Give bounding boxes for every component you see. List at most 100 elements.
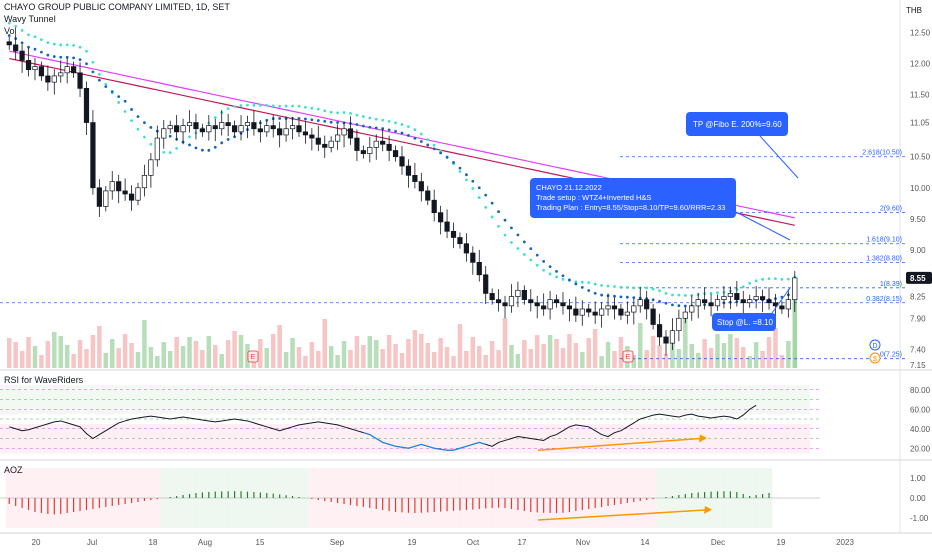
candle-body	[167, 125, 173, 130]
tunnel-dot-cyan	[20, 28, 24, 32]
candle-body	[71, 66, 77, 74]
tunnel-dot-blue	[503, 218, 507, 222]
candle-body	[560, 302, 566, 307]
volume-bar	[612, 351, 617, 368]
tunnel-dot-blue	[419, 140, 423, 143]
volume-bar	[290, 338, 295, 368]
tunnel-dot-cyan	[432, 143, 436, 147]
candle-body	[431, 199, 437, 213]
aoz-divergence-arrow	[537, 509, 706, 521]
tunnel-dot-cyan	[619, 285, 623, 289]
tunnel-dot-cyan	[239, 104, 243, 107]
tunnel-dot-blue	[40, 50, 43, 54]
tunnel-dot-blue	[671, 303, 674, 307]
x-axis-label: Aug	[198, 538, 212, 547]
tunnel-dot-blue	[464, 173, 468, 177]
tunnel-dot-blue	[123, 99, 127, 103]
tunnel-dot-blue	[97, 78, 101, 82]
volume-bar	[457, 324, 463, 368]
candle-body	[328, 140, 334, 148]
tunnel-dot-blue	[542, 259, 546, 263]
tunnel-dot-blue	[619, 295, 623, 299]
dividend-badge-label: D	[872, 343, 877, 350]
candle-body	[25, 60, 32, 71]
tunnel-dot-cyan	[336, 111, 340, 115]
tunnel-dot-cyan	[510, 241, 513, 244]
tunnel-dot-cyan	[233, 105, 236, 108]
volume-bar	[708, 348, 714, 368]
price-axis-tick: 7.40	[910, 345, 926, 354]
volume-bar	[444, 347, 450, 368]
tunnel-dot-cyan	[664, 292, 668, 295]
tunnel-dot-blue	[413, 136, 417, 140]
indicator-wavy-tunnel-label: Wavy Tunnel	[4, 14, 56, 24]
tunnel-dot-blue	[548, 265, 552, 269]
candle-body	[618, 308, 624, 316]
tp-callout-pointer	[759, 135, 799, 179]
volume-bar	[741, 347, 746, 368]
volume-bar	[464, 351, 469, 368]
candle-body	[302, 131, 309, 136]
tunnel-dot-cyan	[374, 117, 378, 121]
tunnel-dot-blue	[368, 125, 372, 129]
volume-bar	[773, 328, 778, 368]
tunnel-dot-cyan	[774, 277, 777, 281]
volume-bar	[560, 348, 566, 368]
aoz-axis-tick: 1.00	[910, 474, 926, 483]
tunnel-dot-blue	[213, 145, 217, 149]
candle-body	[566, 305, 573, 310]
candle-body	[347, 128, 354, 139]
tunnel-dot-cyan	[136, 127, 140, 131]
tunnel-dot-cyan	[265, 103, 269, 107]
candle-body	[508, 296, 515, 307]
x-axis-label: Dec	[711, 538, 725, 547]
volume-bar	[258, 339, 263, 368]
earnings-badge	[247, 350, 259, 363]
candle-body	[515, 289, 521, 297]
volume-bar	[489, 341, 495, 368]
candle-body	[38, 66, 45, 77]
tunnel-dot-blue	[220, 141, 224, 145]
fib-level-label: 0(7.25)	[880, 352, 902, 359]
tunnel-dot-cyan	[458, 170, 462, 173]
tunnel-dot-cyan	[33, 35, 37, 39]
candle-body	[444, 221, 450, 232]
price-axis-tick: 12.50	[910, 28, 931, 37]
tunnel-dot-blue	[226, 137, 230, 141]
tunnel-dot-cyan	[52, 42, 56, 46]
candle-body	[392, 150, 399, 158]
volume-bar	[695, 353, 701, 368]
tp-callout-box	[686, 112, 788, 136]
volume-bar	[367, 336, 373, 368]
volume-bar	[580, 352, 585, 368]
tunnel-dot-cyan	[143, 135, 146, 139]
volume-bar	[431, 352, 437, 368]
candle-body	[412, 175, 418, 182]
volume-bar	[509, 345, 514, 368]
volume-bar	[97, 326, 102, 368]
volume-bar	[122, 334, 128, 368]
last-price-label: 8.55	[910, 274, 926, 283]
candle-body	[32, 66, 38, 71]
tunnel-dot-blue	[587, 289, 591, 292]
candle-body	[199, 128, 205, 133]
candle-body	[51, 75, 57, 83]
tunnel-dot-cyan	[426, 138, 430, 141]
tunnel-dot-blue	[497, 210, 500, 214]
candle-body	[193, 122, 199, 130]
candle-body	[206, 125, 212, 133]
candle-body	[244, 122, 251, 126]
tunnel-dot-blue	[522, 240, 526, 244]
volume-bar	[753, 342, 759, 368]
volume-bar	[26, 337, 31, 368]
split-badge	[869, 352, 881, 364]
candle-body	[77, 72, 83, 89]
tunnel-dot-blue	[484, 193, 488, 197]
volume-bar	[683, 317, 688, 368]
candle-body	[753, 296, 759, 300]
x-axis-label: 19	[408, 538, 417, 547]
x-axis-label: Sep	[330, 538, 345, 547]
volume-bar	[6, 338, 12, 368]
tunnel-dot-cyan	[323, 109, 327, 113]
tunnel-dot-blue	[110, 90, 114, 94]
